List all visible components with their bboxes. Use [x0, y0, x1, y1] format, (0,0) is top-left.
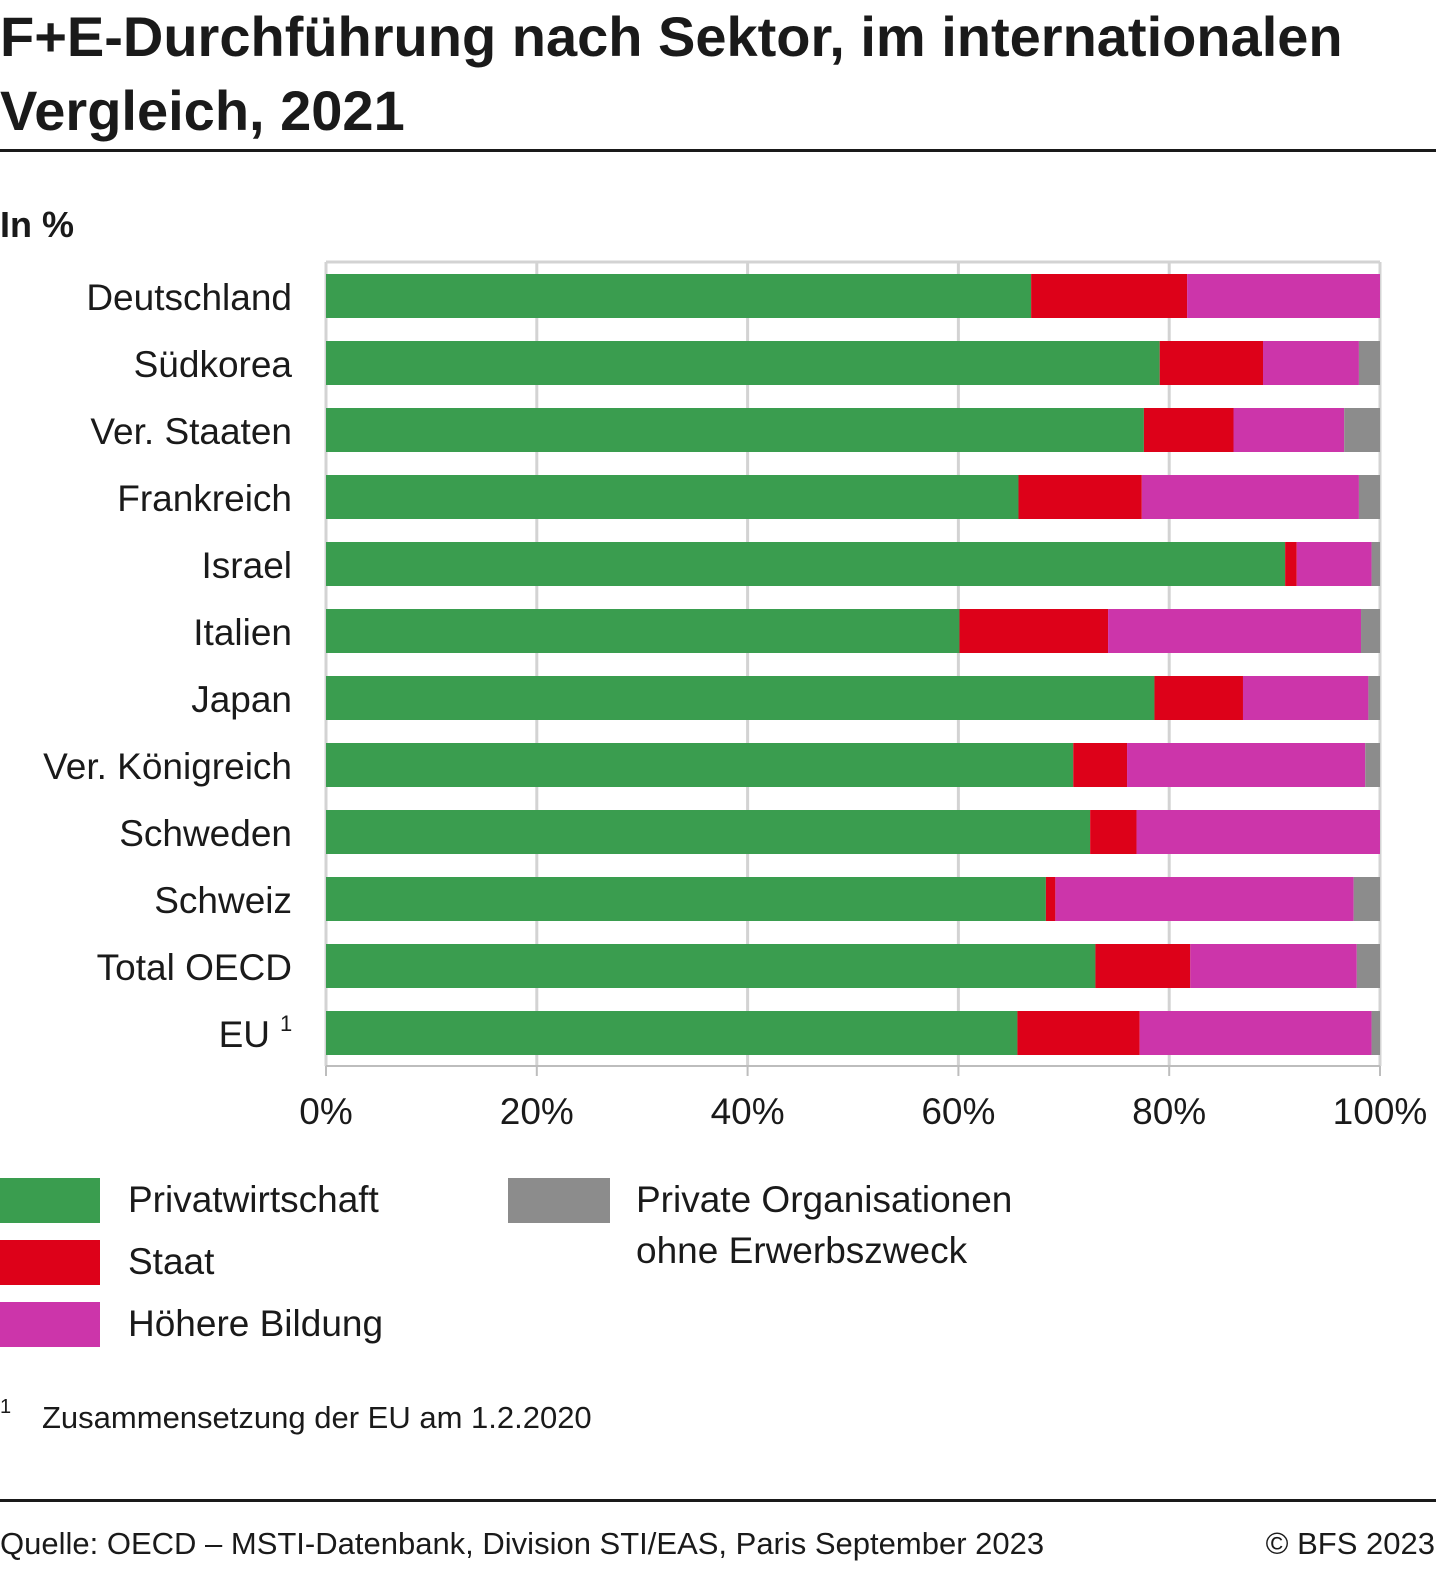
bar-segment-italien-2	[1108, 609, 1362, 653]
bar-segment-ver-staaten-3	[1344, 408, 1380, 452]
legend-label-hoehere-bildung: Höhere Bildung	[128, 1303, 384, 1344]
category-label-schweiz: Schweiz	[154, 880, 292, 921]
category-footnote-marker: 1	[280, 1011, 292, 1036]
bar-segment-deutschland-2	[1187, 274, 1380, 318]
bar-segment-italien-1	[959, 609, 1109, 653]
bar-segment-deutschland-1	[1031, 274, 1188, 318]
bar-segment-südkorea-1	[1159, 341, 1264, 385]
category-label-frankreich: Frankreich	[117, 478, 292, 519]
bar-segment-schweden-2	[1136, 810, 1380, 854]
category-label-total-oecd: Total OECD	[97, 947, 292, 988]
bar-segment-israel-0	[326, 542, 1286, 586]
x-tick-label: 80%	[1132, 1091, 1206, 1132]
bar-segment-schweiz-0	[326, 877, 1046, 921]
category-label-japan: Japan	[191, 679, 292, 720]
source-text: Quelle: OECD – MSTI-Datenbank, Division …	[0, 1526, 1045, 1561]
bar-segment-ver-königreich-3	[1365, 743, 1380, 787]
legend-swatch-staat	[0, 1240, 100, 1285]
category-label-schweden: Schweden	[119, 813, 292, 854]
category-label-israel: Israel	[202, 545, 292, 586]
bar-segment-schweden-1	[1090, 810, 1137, 854]
x-tick-label: 20%	[500, 1091, 574, 1132]
bar-segment-japan-3	[1368, 676, 1380, 720]
bar-segment-ver-staaten-2	[1233, 408, 1345, 452]
x-tick-label: 0%	[299, 1091, 352, 1132]
bar-segment-total-oecd-1	[1095, 944, 1191, 988]
legend-swatch-privatwirtschaft	[0, 1178, 100, 1223]
bar-segment-ver-königreich-2	[1127, 743, 1366, 787]
bar-segment-schweden-0	[326, 810, 1091, 854]
bar-segment-eu-0	[326, 1011, 1018, 1055]
bar-segment-japan-1	[1154, 676, 1243, 720]
bar-segment-deutschland-0	[326, 274, 1032, 318]
bar-segment-total-oecd-2	[1190, 944, 1357, 988]
bar-segment-frankreich-1	[1018, 475, 1142, 519]
category-label-ver-königreich: Ver. Königreich	[43, 746, 292, 787]
legend-label-privatwirtschaft: Privatwirtschaft	[128, 1179, 379, 1220]
legend-label-private-organisationen-line2: ohne Erwerbszweck	[636, 1230, 968, 1271]
x-tick-label: 40%	[711, 1091, 785, 1132]
title-divider	[0, 149, 1436, 152]
bar-segment-eu-2	[1139, 1011, 1372, 1055]
bar-segment-japan-0	[326, 676, 1155, 720]
bar-segment-schweiz-1	[1045, 877, 1056, 921]
bar-segment-japan-2	[1242, 676, 1369, 720]
x-tick-label: 100%	[1333, 1091, 1428, 1132]
legend-label-staat: Staat	[128, 1241, 215, 1282]
bar-segment-eu-3	[1371, 1011, 1380, 1055]
bar-segment-schweiz-2	[1055, 877, 1354, 921]
footer-divider	[0, 1499, 1436, 1502]
bar-segment-israel-3	[1371, 542, 1380, 586]
bar-segment-total-oecd-3	[1356, 944, 1380, 988]
legend-label-private-organisationen-line1: Private Organisationen	[636, 1179, 1013, 1220]
unit-label: In %	[0, 204, 75, 245]
bar-segment-italien-3	[1361, 609, 1380, 653]
copyright-text: © BFS 2023	[1265, 1526, 1435, 1561]
bar-segment-israel-1	[1285, 542, 1297, 586]
bar-segment-eu-1	[1017, 1011, 1140, 1055]
legend-swatch-private-organisationen	[508, 1178, 610, 1223]
bar-segment-südkorea-0	[326, 341, 1160, 385]
bar-segment-südkorea-2	[1263, 341, 1359, 385]
stacked-bar-chart: Deutschland Südkorea Ver. Staaten Frankreic…	[43, 260, 1428, 1132]
x-tick-label: 60%	[921, 1091, 995, 1132]
bar-segment-ver-staaten-0	[326, 408, 1144, 452]
legend-swatch-hoehere-bildung	[0, 1302, 100, 1347]
bar-segment-frankreich-2	[1141, 475, 1359, 519]
bar-segment-ver-staaten-1	[1143, 408, 1234, 452]
category-label-ver-staaten: Ver. Staaten	[90, 411, 292, 452]
chart-title: F+E-Durchführung nach Sektor, im interna…	[0, 5, 1343, 142]
bar-segment-frankreich-3	[1358, 475, 1380, 519]
category-label-südkorea: Südkorea	[134, 344, 293, 385]
x-tick-layer: 0% 20% 40% 60% 80% 100%	[299, 1065, 1428, 1132]
footnote: 1 Zusammensetzung der EU am 1.2.2020	[0, 1396, 592, 1436]
bar-segment-frankreich-0	[326, 475, 1019, 519]
grid-layer	[324, 260, 1382, 1066]
bar-segment-schweiz-3	[1353, 877, 1380, 921]
footnote-text: Zusammensetzung der EU am 1.2.2020	[42, 1400, 592, 1435]
category-label-deutschland: Deutschland	[86, 277, 292, 318]
bar-segment-ver-königreich-1	[1073, 743, 1128, 787]
bar-segment-total-oecd-0	[326, 944, 1096, 988]
bar-segment-italien-0	[326, 609, 960, 653]
category-label-italien: Italien	[193, 612, 292, 653]
footnote-marker: 1	[0, 1396, 12, 1418]
bar-segment-israel-2	[1296, 542, 1372, 586]
category-label-eu: EU	[219, 1014, 270, 1055]
category-label-layer: Deutschland Südkorea Ver. Staaten Frankreic…	[43, 277, 292, 1055]
bar-segment-ver-königreich-0	[326, 743, 1074, 787]
bar-layer	[326, 274, 1380, 1055]
bar-segment-südkorea-3	[1358, 341, 1380, 385]
